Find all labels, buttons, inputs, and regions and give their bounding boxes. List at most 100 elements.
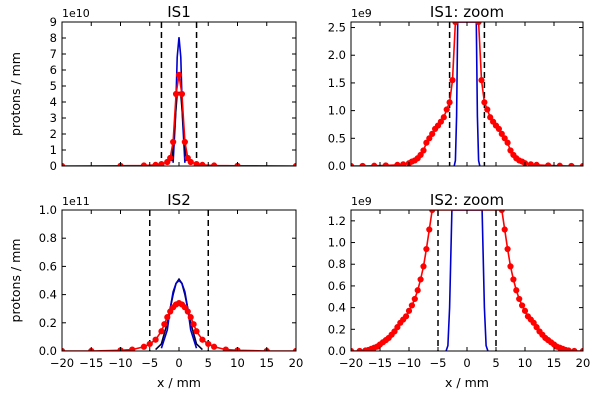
y-tick-label: 1 bbox=[50, 143, 57, 157]
data-point bbox=[437, 118, 444, 125]
data-point bbox=[533, 324, 540, 331]
chart-title: IS2: zoom bbox=[430, 191, 504, 209]
data-point bbox=[510, 276, 517, 283]
data-point bbox=[152, 336, 159, 343]
y-tick-label: 0.0 bbox=[328, 344, 346, 358]
data-point bbox=[420, 263, 427, 270]
data-point bbox=[565, 347, 572, 351]
y-axis-label: protons / mm bbox=[8, 239, 23, 323]
data-point bbox=[417, 276, 424, 283]
y-tick-label: 0.8 bbox=[39, 231, 57, 245]
y-tick-label: 1.0 bbox=[39, 203, 57, 217]
data-point bbox=[484, 106, 491, 113]
data-point bbox=[443, 106, 450, 113]
y-tick-label: 1.5 bbox=[328, 76, 346, 90]
data-point bbox=[222, 346, 229, 351]
x-tick-label: 10 bbox=[230, 356, 245, 370]
data-point bbox=[394, 324, 401, 331]
data-point bbox=[178, 90, 186, 98]
offset-text: 1e11 bbox=[62, 195, 90, 208]
y-tick-label: 0.4 bbox=[39, 288, 57, 302]
data-point bbox=[175, 71, 183, 78]
series-line-3 bbox=[62, 302, 296, 351]
chart-title: IS1: zoom bbox=[430, 3, 504, 21]
data-point bbox=[423, 245, 430, 253]
data-point bbox=[187, 158, 194, 166]
y-tick-label: 2.5 bbox=[328, 21, 346, 35]
x-tick-label: −15 bbox=[79, 356, 103, 370]
data-point bbox=[414, 287, 421, 294]
y-tick-label: 3 bbox=[50, 111, 57, 125]
data-point bbox=[516, 295, 523, 303]
data-point bbox=[164, 314, 171, 321]
y-tick-label: 2.0 bbox=[328, 48, 346, 62]
x-tick-label: 5 bbox=[492, 356, 499, 370]
data-point bbox=[452, 22, 459, 26]
chart-title: IS1 bbox=[167, 3, 191, 21]
data-point bbox=[190, 321, 197, 328]
series-line-2 bbox=[351, 210, 583, 351]
y-tick-label: 0.0 bbox=[328, 159, 346, 173]
chart-panel-3: −20 −15 −10 −5 0 5 10 15 20 0.0 0.2 0.4 0.6 0.8 1.0 1e1… bbox=[8, 191, 303, 390]
data-point bbox=[533, 161, 540, 166]
data-point bbox=[394, 161, 401, 166]
offset-text: 1e10 bbox=[62, 7, 90, 20]
y-tick-label: 0.2 bbox=[39, 316, 57, 330]
data-point bbox=[487, 114, 494, 121]
data-point bbox=[545, 162, 552, 166]
y-tick-label: 0.8 bbox=[328, 257, 346, 271]
data-point bbox=[170, 138, 177, 146]
data-point bbox=[184, 154, 191, 162]
x-tick-label: 15 bbox=[259, 356, 274, 370]
data-point bbox=[501, 135, 508, 142]
data-point bbox=[167, 154, 174, 162]
data-point bbox=[405, 307, 413, 314]
x-tick-label: −5 bbox=[141, 356, 158, 370]
data-point bbox=[193, 328, 200, 335]
data-point bbox=[184, 308, 191, 315]
y-tick-label: 5 bbox=[50, 79, 57, 93]
y-tick-label: 1.2 bbox=[328, 214, 346, 228]
series-line-3 bbox=[62, 74, 296, 166]
x-tick-label: 5 bbox=[205, 356, 212, 370]
data-point bbox=[501, 226, 508, 233]
data-point bbox=[205, 340, 212, 348]
data-point bbox=[530, 319, 537, 326]
data-point bbox=[475, 22, 482, 26]
data-point bbox=[193, 160, 200, 166]
x-tick-label: 20 bbox=[576, 356, 591, 370]
data-point bbox=[521, 307, 529, 314]
data-point bbox=[504, 245, 511, 253]
data-point bbox=[181, 138, 188, 146]
x-tick-label: −20 bbox=[50, 356, 74, 370]
data-point bbox=[140, 343, 147, 350]
y-tick-label: 0.6 bbox=[328, 279, 346, 293]
data-point bbox=[513, 287, 520, 294]
x-tick-label: 0 bbox=[463, 356, 470, 370]
data-point bbox=[449, 77, 456, 84]
data-point bbox=[158, 160, 165, 166]
y-tick-label: 4 bbox=[50, 95, 57, 109]
y-tick-label: 0.5 bbox=[328, 131, 346, 145]
data-point bbox=[417, 151, 424, 159]
data-point bbox=[446, 99, 453, 106]
data-point bbox=[423, 139, 430, 146]
y-tick-label: 0.0 bbox=[39, 344, 57, 358]
data-point bbox=[199, 336, 206, 343]
data-point bbox=[167, 308, 174, 315]
x-tick-label: 20 bbox=[289, 356, 304, 370]
data-point bbox=[181, 304, 188, 311]
data-point bbox=[187, 314, 194, 321]
data-point bbox=[161, 321, 168, 328]
data-point bbox=[146, 340, 153, 348]
y-tick-label: 2 bbox=[50, 127, 57, 141]
data-point bbox=[481, 99, 488, 106]
data-point bbox=[498, 210, 505, 214]
data-point bbox=[408, 302, 415, 309]
x-tick-label: −20 bbox=[339, 356, 363, 370]
data-point bbox=[158, 328, 165, 335]
y-tick-label: 9 bbox=[50, 15, 57, 29]
data-point bbox=[504, 139, 511, 146]
x-tick-label: 15 bbox=[547, 356, 562, 370]
series-line-2 bbox=[351, 22, 583, 166]
